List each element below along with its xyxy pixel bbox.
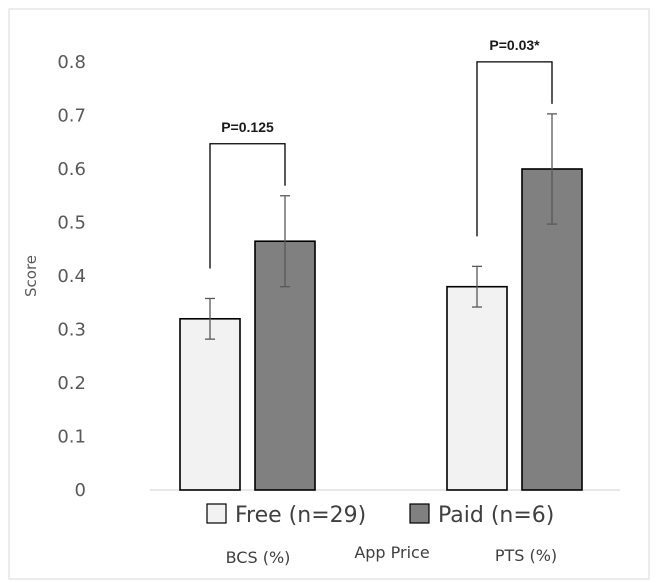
bar-free-1	[446, 285, 508, 491]
legend-swatch-paid	[409, 503, 430, 524]
y-tick-label: 0.3	[57, 320, 86, 341]
y-axis-label: Score	[22, 255, 40, 297]
error-bars	[205, 113, 557, 340]
error-bar	[472, 265, 482, 308]
y-tick-label: 0.4	[57, 266, 86, 287]
y-tick-label: 0.1	[57, 427, 86, 448]
error-bar	[547, 113, 557, 225]
category-label-bcs: BCS (%)	[226, 548, 291, 567]
bars	[179, 168, 583, 491]
legend-label-paid: Paid (n=6)	[438, 503, 554, 528]
error-bar	[280, 195, 290, 288]
bracket-1	[476, 61, 553, 237]
legend: Free (n=29) Paid (n=6)	[206, 503, 554, 528]
legend-swatch-free	[206, 503, 227, 524]
legend-label-free: Free (n=29)	[235, 503, 366, 528]
bracket-0	[209, 143, 286, 269]
error-bar	[205, 297, 215, 340]
y-tick-label: 0.5	[57, 213, 86, 234]
p-value-label: P=0.125	[221, 119, 274, 135]
y-tick-label: 0.8	[57, 52, 86, 73]
p-value-label: P=0.03*	[489, 37, 540, 53]
y-tick-label: 0.2	[57, 373, 86, 394]
y-tick-label: 0.7	[57, 106, 86, 127]
category-label-pts: PTS (%)	[495, 546, 557, 565]
y-tick-label: 0	[75, 480, 86, 501]
significance-brackets: P=0.125 P=0.03*	[209, 37, 553, 269]
bar-free-0	[179, 317, 241, 491]
y-tick-label: 0.6	[57, 159, 86, 180]
y-axis-ticks: 0 0.1 0.2 0.3 0.4 0.5 0.6 0.7 0.8	[57, 52, 86, 501]
x-axis-label: App Price	[354, 543, 429, 562]
